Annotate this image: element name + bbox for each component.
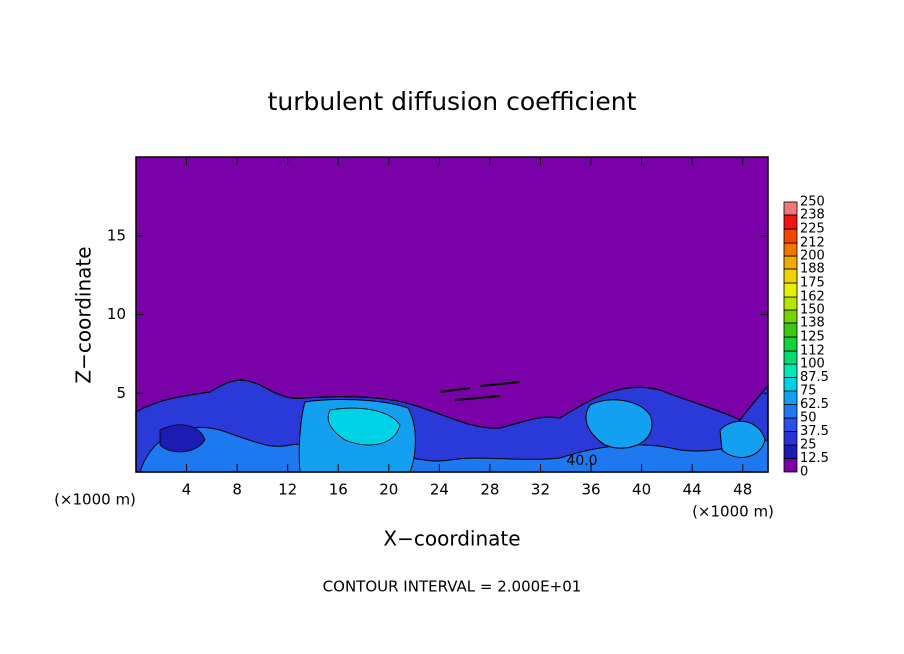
colorbar-label: 0 [800, 465, 808, 480]
colorbar-box [783, 444, 798, 459]
x-tick-label: 4 [182, 481, 192, 499]
colorbar-box [783, 431, 798, 446]
colorbar-label: 100 [800, 357, 825, 372]
colorbar-box [783, 268, 798, 284]
x-tick-label: 12 [278, 481, 297, 499]
contour-label: 40.0 [566, 453, 597, 469]
colorbar-label: 225 [800, 222, 825, 237]
y-unit-label: (×1000 m) [54, 491, 136, 509]
colorbar-label: 112 [800, 344, 825, 359]
x-tick-label: 32 [531, 481, 550, 499]
colorbar-box [783, 228, 798, 244]
colorbar-box [783, 214, 798, 230]
colorbar-box [783, 309, 798, 324]
colorbar-box [783, 322, 798, 338]
colorbar-box [783, 458, 798, 473]
colorbar-box [783, 336, 798, 352]
x-axis-label: X−coordinate [383, 527, 520, 551]
field-region [139, 426, 769, 473]
chart-title: turbulent diffusion coefficient [268, 87, 637, 116]
colorbar-label: 175 [800, 276, 825, 291]
x-tick-label: 40 [632, 481, 651, 499]
field [135, 157, 769, 473]
colorbar-box [783, 363, 798, 378]
colorbar-box [783, 350, 798, 365]
field-region [327, 407, 401, 446]
y-tick-label: 15 [107, 226, 126, 244]
footnote: CONTOUR INTERVAL = 2.000E+01 [323, 578, 582, 596]
colorbar-box [783, 404, 798, 419]
x-tick-label: 20 [379, 481, 398, 499]
field-region [585, 399, 653, 449]
x-tick-label: 24 [430, 481, 449, 499]
colorbar-box [783, 377, 798, 392]
colorbar-label: 212 [800, 236, 825, 251]
colorbar-box [783, 390, 798, 405]
x-tick-label: 8 [232, 481, 242, 499]
field-region [719, 420, 766, 458]
y-tick-label: 10 [107, 305, 126, 323]
colorbar-box [783, 201, 798, 216]
colorbar-label: 200 [800, 249, 825, 264]
colorbar-label: 50 [800, 411, 817, 426]
colorbar-label: 125 [800, 330, 825, 345]
x-tick-label: 16 [329, 481, 348, 499]
field-contour [439, 381, 521, 401]
colorbar-label: 12.5 [800, 451, 829, 466]
colorbar-box [783, 417, 798, 432]
colorbar-label: 188 [800, 261, 825, 276]
colorbar-label: 87.5 [800, 370, 829, 385]
colorbar-label: 75 [800, 384, 817, 399]
colorbar-label: 37.5 [800, 424, 829, 439]
colorbar-box [783, 282, 798, 298]
colorbar-box [783, 296, 798, 311]
colorbar-box [783, 255, 798, 270]
field-region [159, 424, 206, 453]
colorbar-label: 162 [800, 290, 825, 305]
colorbar-label: 238 [800, 207, 825, 222]
x-tick-label: 28 [480, 481, 499, 499]
colorbar-box [783, 242, 798, 257]
x-tick-label: 44 [683, 481, 702, 499]
x-tick-label: 36 [581, 481, 600, 499]
colorbar-label: 62.5 [800, 397, 829, 412]
colorbar-label: 250 [800, 195, 825, 210]
colorbar-label: 25 [800, 438, 817, 453]
x-unit-label: (×1000 m) [692, 503, 774, 521]
colorbar-label: 150 [800, 303, 825, 318]
y-axis-label: Z−coordinate [72, 246, 96, 383]
x-tick-label: 48 [733, 481, 752, 499]
y-tick-label: 5 [116, 384, 126, 402]
colorbar-label: 138 [800, 315, 825, 330]
